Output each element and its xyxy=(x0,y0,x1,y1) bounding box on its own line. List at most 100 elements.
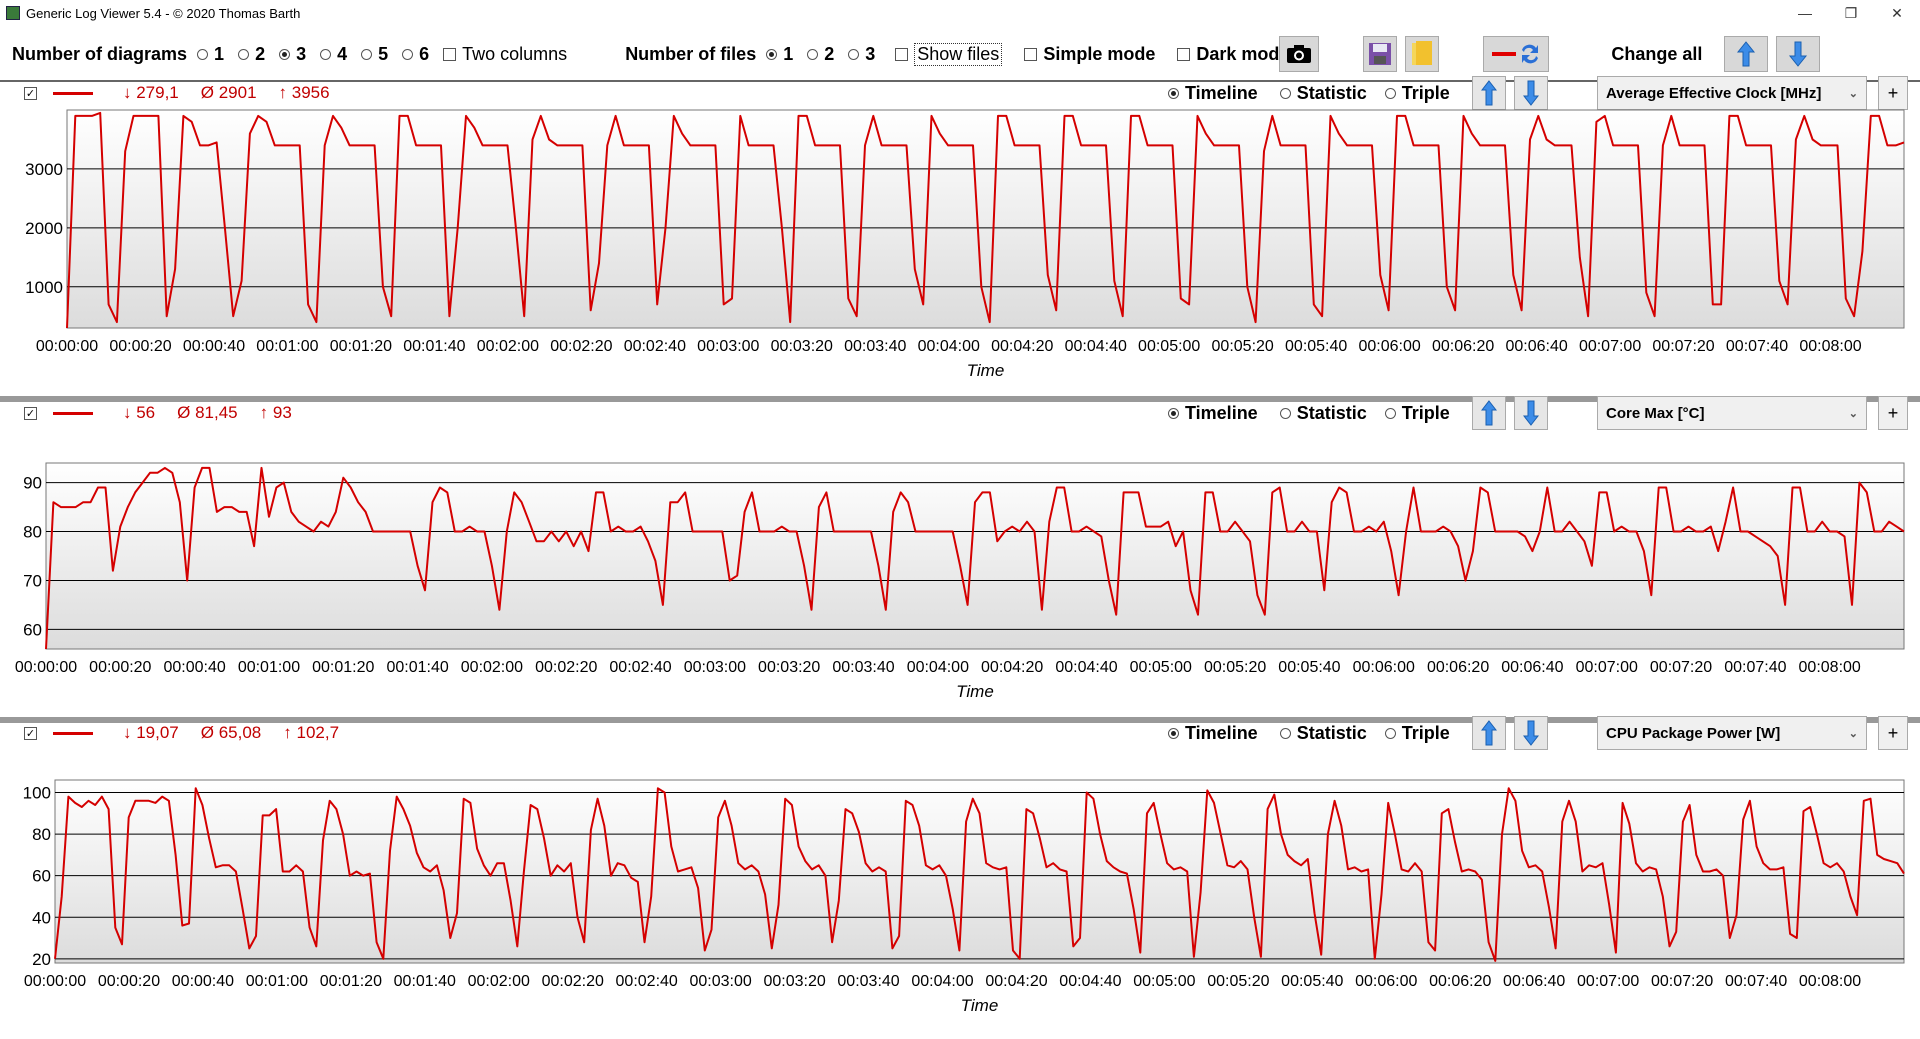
move-up-button[interactable] xyxy=(1471,396,1506,430)
add-series-button[interactable]: + xyxy=(1878,396,1908,430)
files-radio-2[interactable]: 2 xyxy=(807,44,834,65)
screenshot-button[interactable] xyxy=(1279,36,1320,72)
x-tick-label: 00:05:40 xyxy=(1278,659,1340,676)
y-tick-label: 60 xyxy=(23,620,42,639)
diagrams-radio-6[interactable]: 6 xyxy=(402,44,429,65)
diagrams-radio-2[interactable]: 2 xyxy=(238,44,265,65)
x-tick-label: 00:00:20 xyxy=(109,338,171,355)
add-series-button[interactable]: + xyxy=(1878,716,1908,750)
move-all-up-button[interactable] xyxy=(1724,36,1769,72)
x-tick-label: 00:01:40 xyxy=(386,659,448,676)
diagrams-option-label: 3 xyxy=(296,43,307,64)
move-all-down-button[interactable] xyxy=(1776,36,1821,72)
save-button[interactable] xyxy=(1363,36,1398,72)
x-tick-label: 00:03:00 xyxy=(684,659,746,676)
diagrams-radio-1[interactable]: 1 xyxy=(197,44,224,65)
x-tick-label: 00:04:00 xyxy=(911,973,973,990)
series-color-swatch[interactable] xyxy=(53,731,93,735)
x-tick-label: 00:00:40 xyxy=(183,338,245,355)
x-tick-label: 00:04:40 xyxy=(1065,338,1127,355)
sensor-select[interactable]: CPU Package Power [W] ⌄ xyxy=(1597,716,1867,750)
simple-mode-checkbox[interactable]: Simple mode xyxy=(1024,44,1155,65)
files-radio-3[interactable]: 3 xyxy=(848,44,875,65)
files-label: Number of files xyxy=(625,43,757,64)
statistic-label: Statistic xyxy=(1296,722,1367,743)
files-option-label: 1 xyxy=(783,43,794,64)
x-tick-label: 00:06:40 xyxy=(1505,338,1567,355)
x-tick-label: 00:04:20 xyxy=(981,659,1043,676)
x-tick-label: 00:08:00 xyxy=(1799,338,1861,355)
y-tick-label: 1000 xyxy=(25,278,63,297)
y-tick-label: 40 xyxy=(32,908,51,927)
diagrams-radio-3[interactable]: 3 xyxy=(279,44,306,65)
x-tick-label: 00:03:20 xyxy=(763,973,825,990)
diagram-header: ✓ ↓ 56 Ø 81,45 ↑ 93 xyxy=(0,393,1920,433)
close-button[interactable]: ✕ xyxy=(1891,4,1903,21)
statistic-radio[interactable]: Statistic xyxy=(1279,83,1367,104)
diagram-header: ✓ ↓ 19,07 Ø 65,08 ↑ 102,7 xyxy=(0,713,1920,753)
files-radio-1[interactable]: 1 xyxy=(766,44,793,65)
x-tick-label: 00:07:00 xyxy=(1577,973,1639,990)
x-tick-label: 00:07:20 xyxy=(1651,973,1713,990)
series-color-swatch[interactable] xyxy=(53,91,93,95)
timeline-radio[interactable]: Timeline xyxy=(1168,83,1258,104)
stat-avg: Ø 65,08 xyxy=(200,723,262,742)
open-folder-button[interactable] xyxy=(1405,36,1440,72)
triple-radio[interactable]: Triple xyxy=(1384,723,1450,744)
plot-area xyxy=(54,779,1905,964)
move-up-button[interactable] xyxy=(1471,76,1506,110)
maximize-button[interactable]: ❐ xyxy=(1844,4,1858,21)
plot-area xyxy=(66,109,1905,329)
timeline-radio[interactable]: Timeline xyxy=(1168,723,1258,744)
x-tick-label: 00:01:40 xyxy=(403,338,465,355)
simple-mode-label: Simple mode xyxy=(1043,43,1156,64)
minimize-button[interactable]: — xyxy=(1798,5,1812,21)
save-icon xyxy=(1369,43,1392,65)
arrow-down-icon xyxy=(1522,720,1539,746)
arrow-up-icon xyxy=(1480,80,1497,106)
stat-min: ↓ 279,1 xyxy=(123,83,179,102)
triple-radio[interactable]: Triple xyxy=(1384,83,1450,104)
diagrams-radio-5[interactable]: 5 xyxy=(361,44,388,65)
x-tick-label: 00:01:00 xyxy=(256,338,318,355)
panel-separator[interactable] xyxy=(0,396,1920,402)
series-color-swatch[interactable] xyxy=(53,411,93,415)
move-down-button[interactable] xyxy=(1513,76,1548,110)
move-down-button[interactable] xyxy=(1513,716,1548,750)
x-tick-label: 00:03:20 xyxy=(771,338,833,355)
arrow-up-icon xyxy=(1480,400,1497,426)
y-tick-label: 80 xyxy=(32,825,51,844)
dark-mode-checkbox[interactable]: Dark mod xyxy=(1177,44,1279,65)
x-tick-label: 00:05:00 xyxy=(1133,973,1195,990)
move-up-button[interactable] xyxy=(1471,716,1506,750)
panel-separator[interactable] xyxy=(0,717,1920,723)
series-visible-checkbox[interactable]: ✓ xyxy=(24,726,37,740)
x-tick-label: 00:04:40 xyxy=(1059,973,1121,990)
add-series-button[interactable]: + xyxy=(1878,76,1908,110)
series-line xyxy=(45,466,1905,650)
x-tick-label: 00:02:20 xyxy=(550,338,612,355)
statistic-radio[interactable]: Statistic xyxy=(1279,403,1367,424)
two-columns-checkbox[interactable]: Two columns xyxy=(443,44,567,65)
sensor-select[interactable]: Core Max [°C] ⌄ xyxy=(1597,396,1867,430)
change-all-label: Change all xyxy=(1611,43,1703,64)
diagrams-radio-4[interactable]: 4 xyxy=(320,44,347,65)
swap-color-button[interactable] xyxy=(1483,36,1550,72)
x-tick-label: 00:08:00 xyxy=(1799,659,1861,676)
x-tick-label: 00:04:40 xyxy=(1055,659,1117,676)
x-tick-label: 00:04:00 xyxy=(918,338,980,355)
x-tick-label: 00:07:20 xyxy=(1652,338,1714,355)
move-down-button[interactable] xyxy=(1513,396,1548,430)
show-files-checkbox[interactable]: Show files xyxy=(895,42,1003,66)
x-tick-label: 00:01:00 xyxy=(246,973,308,990)
x-tick-label: 00:05:20 xyxy=(1212,338,1274,355)
statistic-radio[interactable]: Statistic xyxy=(1279,722,1367,744)
dark-mode-label: Dark mod xyxy=(1196,43,1280,64)
triple-radio[interactable]: Triple xyxy=(1384,403,1450,424)
timeline-radio[interactable]: Timeline xyxy=(1168,403,1258,424)
series-visible-checkbox[interactable]: ✓ xyxy=(24,406,37,420)
series-line xyxy=(54,787,1905,962)
sensor-select[interactable]: Average Effective Clock [MHz] ⌄ xyxy=(1597,76,1867,110)
series-visible-checkbox[interactable]: ✓ xyxy=(24,86,37,100)
